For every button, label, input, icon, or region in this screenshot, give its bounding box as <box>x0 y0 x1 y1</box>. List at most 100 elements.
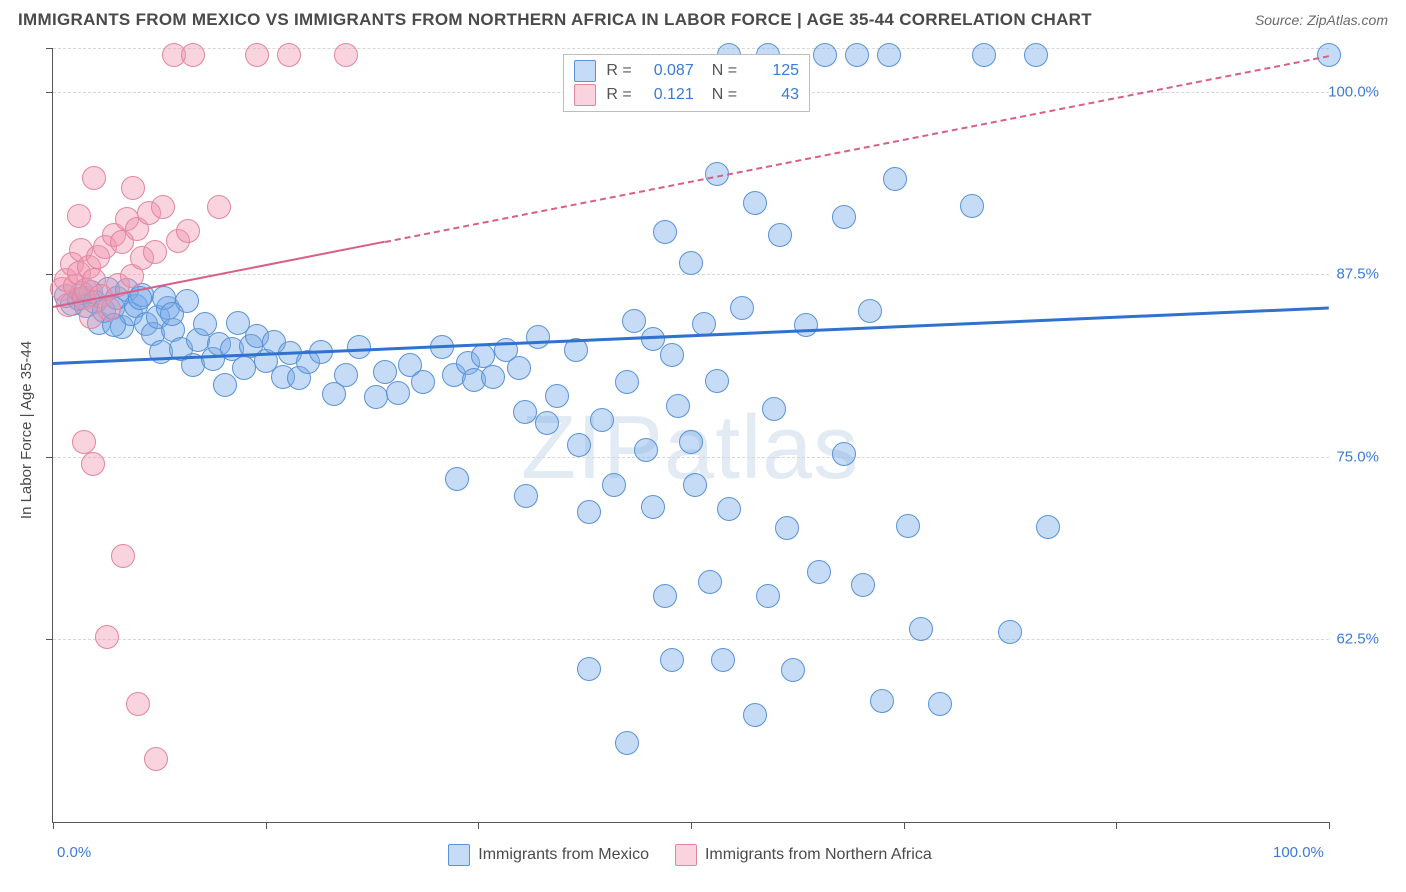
data-point <box>481 365 505 389</box>
data-point <box>334 43 358 67</box>
gridline-h <box>53 48 1329 49</box>
legend-item: Immigrants from Northern Africa <box>675 844 932 866</box>
data-point <box>245 43 269 67</box>
data-point <box>877 43 901 67</box>
data-point <box>660 648 684 672</box>
data-point <box>121 176 145 200</box>
chart-container: ZIPatlas 62.5%75.0%87.5%100.0%0.0%100.0%… <box>52 48 1382 822</box>
data-point <box>445 467 469 491</box>
data-point <box>972 43 996 67</box>
n-label: N = <box>712 62 737 80</box>
data-point <box>653 584 677 608</box>
r-value: 0.121 <box>642 86 694 104</box>
data-point <box>160 302 184 326</box>
data-point <box>622 309 646 333</box>
data-point <box>207 195 231 219</box>
r-value: 0.087 <box>642 62 694 80</box>
data-point <box>95 625 119 649</box>
gridline-h <box>53 457 1329 458</box>
data-point <box>151 195 175 219</box>
data-point <box>711 648 735 672</box>
data-point <box>386 381 410 405</box>
data-point <box>762 397 786 421</box>
stats-legend: R =0.087N =125R =0.121N =43 <box>563 54 810 112</box>
data-point <box>513 400 537 424</box>
legend-swatch <box>574 84 596 106</box>
tick-y <box>46 92 53 93</box>
tick-x <box>1329 822 1330 829</box>
y-tick-label: 100.0% <box>1328 83 1379 100</box>
data-point <box>832 442 856 466</box>
data-point <box>411 370 435 394</box>
data-point <box>909 617 933 641</box>
data-point <box>775 516 799 540</box>
y-tick-label: 75.0% <box>1336 448 1379 465</box>
trend-line <box>385 55 1330 243</box>
r-label: R = <box>606 86 631 104</box>
data-point <box>896 514 920 538</box>
data-point <box>883 167 907 191</box>
chart-source: Source: ZipAtlas.com <box>1255 12 1388 28</box>
y-tick-label: 62.5% <box>1336 631 1379 648</box>
series-legend: Immigrants from Mexico Immigrants from No… <box>52 844 1328 866</box>
data-point <box>794 313 818 337</box>
data-point <box>1036 515 1060 539</box>
stats-legend-row: R =0.087N =125 <box>564 59 809 83</box>
data-point <box>97 297 121 321</box>
data-point <box>364 385 388 409</box>
data-point <box>213 373 237 397</box>
data-point <box>615 731 639 755</box>
data-point <box>615 370 639 394</box>
tick-y <box>46 48 53 49</box>
y-axis-title: In Labor Force | Age 35-44 <box>18 341 35 519</box>
data-point <box>143 240 167 264</box>
data-point <box>507 356 531 380</box>
data-point <box>653 220 677 244</box>
data-point <box>535 411 559 435</box>
chart-title: IMMIGRANTS FROM MEXICO VS IMMIGRANTS FRO… <box>18 10 1092 30</box>
gridline-h <box>53 639 1329 640</box>
data-point <box>81 452 105 476</box>
data-point <box>705 369 729 393</box>
tick-x <box>266 822 267 829</box>
tick-x <box>1116 822 1117 829</box>
data-point <box>577 657 601 681</box>
n-label: N = <box>712 86 737 104</box>
data-point <box>72 430 96 454</box>
data-point <box>176 219 200 243</box>
legend-item: Immigrants from Mexico <box>448 844 649 866</box>
data-point <box>545 384 569 408</box>
data-point <box>845 43 869 67</box>
data-point <box>756 584 780 608</box>
stats-legend-row: R =0.121N =43 <box>564 83 809 107</box>
data-point <box>807 560 831 584</box>
data-point <box>743 703 767 727</box>
data-point <box>683 473 707 497</box>
legend-label: Immigrants from Northern Africa <box>705 846 932 864</box>
data-point <box>730 296 754 320</box>
tick-x <box>904 822 905 829</box>
data-point <box>998 620 1022 644</box>
data-point <box>526 325 550 349</box>
legend-swatch <box>574 60 596 82</box>
data-point <box>602 473 626 497</box>
data-point <box>590 408 614 432</box>
data-point <box>232 356 256 380</box>
data-point <box>641 495 665 519</box>
legend-swatch <box>675 844 697 866</box>
data-point <box>144 747 168 771</box>
data-point <box>851 573 875 597</box>
data-point <box>634 438 658 462</box>
data-point <box>960 194 984 218</box>
data-point <box>334 363 358 387</box>
data-point <box>717 497 741 521</box>
data-point <box>679 251 703 275</box>
data-point <box>67 204 91 228</box>
data-point <box>111 544 135 568</box>
data-point <box>858 299 882 323</box>
data-point <box>181 43 205 67</box>
data-point <box>743 191 767 215</box>
data-point <box>679 430 703 454</box>
tick-y <box>46 274 53 275</box>
data-point <box>832 205 856 229</box>
